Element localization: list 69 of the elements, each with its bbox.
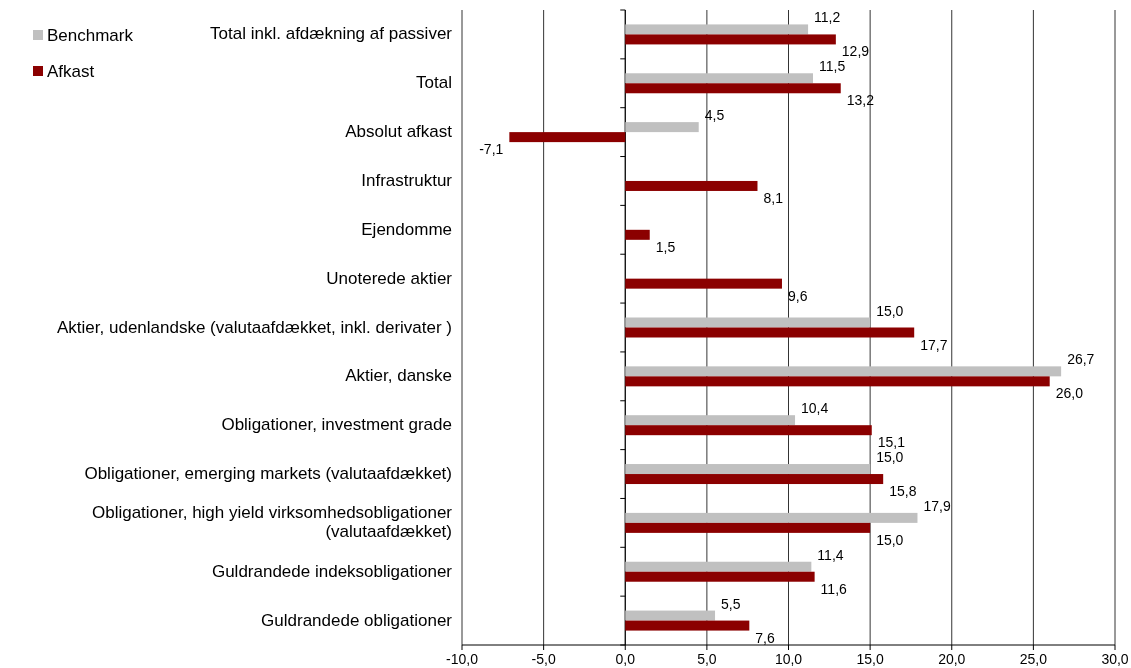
y-tick-label: Total bbox=[416, 73, 452, 93]
bar bbox=[625, 73, 813, 84]
data-label: 5,5 bbox=[721, 595, 741, 612]
bar bbox=[625, 122, 699, 133]
data-label: 7,6 bbox=[755, 629, 775, 646]
y-tick-label: Unoterede aktier bbox=[326, 268, 453, 288]
data-label: 17,7 bbox=[920, 336, 948, 353]
data-label: 15,0 bbox=[876, 449, 904, 466]
x-tick-label: 25,0 bbox=[1019, 651, 1048, 667]
data-label: 15,0 bbox=[876, 302, 904, 319]
data-label: 26,7 bbox=[1067, 351, 1095, 368]
bar bbox=[625, 522, 871, 533]
data-label: 4,5 bbox=[704, 107, 725, 124]
y-tick-label: Obligationer, high yield virksomhedsobligationer (valutaafdækket) bbox=[91, 503, 453, 542]
x-tick-label: -5,0 bbox=[531, 651, 556, 667]
bar bbox=[625, 610, 716, 621]
bar bbox=[509, 132, 626, 143]
x-tick-label: 30,0 bbox=[1101, 651, 1129, 667]
x-tick-label: 0,0 bbox=[615, 651, 636, 667]
data-label: 15,1 bbox=[877, 434, 906, 451]
bar bbox=[625, 512, 918, 523]
bar bbox=[625, 327, 915, 338]
bar bbox=[625, 415, 796, 426]
y-tick-label: Obligationer, investment grade bbox=[221, 415, 452, 435]
y-tick-label: Aktier, udenlandske (valutaafdækket, inkl. derivater ) bbox=[57, 317, 452, 337]
x-tick-label: 5,0 bbox=[697, 651, 717, 667]
y-tick-label: Obligationer, emerging markets (valutaafdækket) bbox=[84, 464, 452, 484]
bar bbox=[625, 366, 1062, 377]
data-label: 8,1 bbox=[763, 189, 784, 206]
bar bbox=[625, 561, 812, 572]
bar bbox=[625, 464, 871, 475]
data-label: 1,5 bbox=[655, 238, 676, 255]
bar bbox=[625, 229, 650, 240]
data-label: 12,9 bbox=[841, 43, 870, 60]
x-tick-label: -10,0 bbox=[446, 651, 479, 667]
y-tick-label: Guldrandede indeksobligationer bbox=[211, 561, 453, 581]
bar bbox=[625, 180, 758, 191]
bar bbox=[625, 83, 841, 94]
x-tick-label: 15,0 bbox=[856, 651, 884, 667]
data-label: 26,0 bbox=[1055, 385, 1084, 402]
x-tick-label: 20,0 bbox=[938, 651, 966, 667]
bar bbox=[625, 425, 872, 436]
bar bbox=[625, 317, 871, 328]
y-tick-label: Aktier, danske bbox=[345, 366, 452, 386]
x-tick-label: 10,0 bbox=[774, 651, 803, 667]
bar bbox=[625, 474, 884, 485]
data-label: 11,2 bbox=[814, 9, 841, 26]
data-label: 11,5 bbox=[818, 58, 846, 75]
data-label: -7,1 bbox=[479, 141, 504, 158]
data-label: 17,9 bbox=[923, 497, 951, 514]
bar bbox=[625, 278, 782, 289]
legend-label: Benchmark bbox=[47, 26, 134, 45]
y-tick-label: Infrastruktur bbox=[361, 170, 453, 190]
data-label: 15,8 bbox=[889, 483, 917, 500]
y-tick-label: Total inkl. afdækning af passiver bbox=[210, 24, 453, 44]
bar bbox=[625, 376, 1050, 387]
data-label: 10,4 bbox=[801, 400, 829, 417]
data-label: 11,4 bbox=[817, 546, 844, 563]
bar bbox=[625, 571, 815, 582]
bar bbox=[625, 34, 836, 45]
y-tick-label: Absolut afkast bbox=[345, 122, 453, 142]
data-label: 11,6 bbox=[820, 580, 848, 597]
data-label: 15,0 bbox=[876, 531, 904, 548]
bar bbox=[625, 24, 809, 35]
y-tick-label: Ejendomme bbox=[361, 219, 452, 239]
legend-label: Afkast bbox=[47, 62, 95, 81]
y-tick-label: Guldrandede obligationer bbox=[261, 610, 453, 630]
bar bbox=[625, 620, 750, 631]
data-label: 13,2 bbox=[846, 92, 875, 109]
